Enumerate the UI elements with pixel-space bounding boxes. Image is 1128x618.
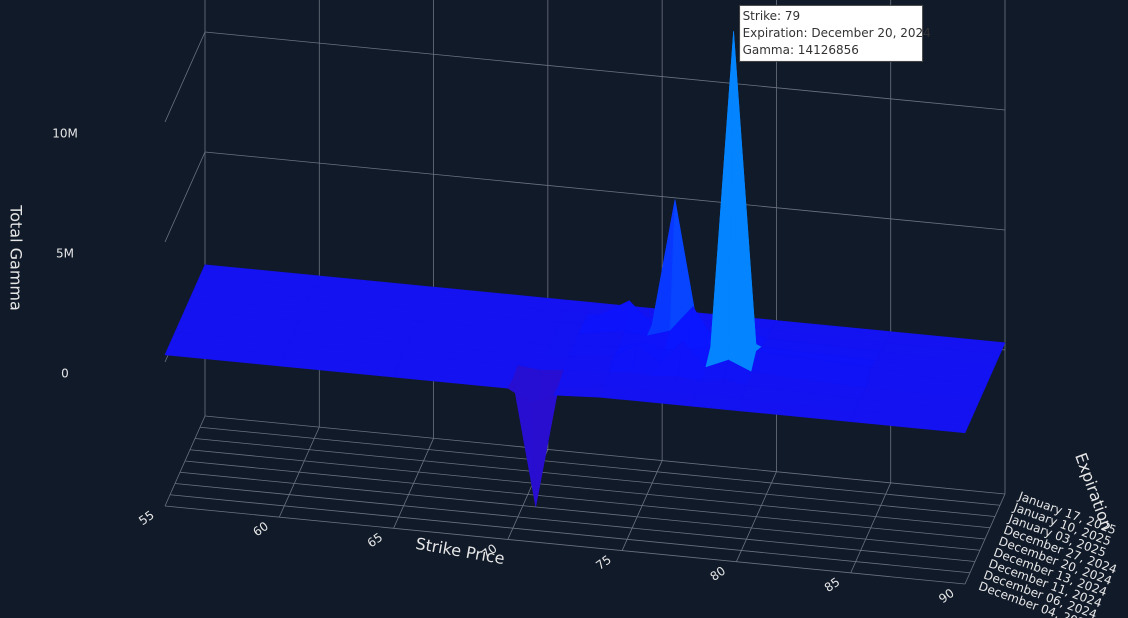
- hover-tooltip: Strike: 79 Expiration: December 20, 2024 G…: [739, 4, 931, 62]
- z-tick-label: 0: [61, 367, 69, 381]
- grid-line: [169, 494, 971, 574]
- grid-line: [204, 151, 1006, 231]
- z-tick-label: 5M: [56, 247, 74, 261]
- surface-patch: [563, 355, 615, 373]
- z-axis-title: Total Gamma: [7, 204, 26, 311]
- grid-line: [179, 471, 981, 551]
- grid-line: [174, 483, 976, 562]
- z-tick-label: 10M: [52, 127, 78, 141]
- surface-patch: [573, 330, 625, 348]
- tooltip-box: [739, 4, 924, 62]
- tooltip-line: Gamma: 14126856: [743, 43, 859, 57]
- grid-line: [184, 460, 986, 540]
- grid-line: [199, 426, 1001, 506]
- tooltip-line: Strike: 79: [743, 9, 801, 23]
- grid-line: [204, 415, 1006, 495]
- surface: [164, 31, 1006, 507]
- grid-line: [164, 31, 206, 123]
- grid-line: [189, 449, 991, 529]
- surface-patch: [558, 369, 610, 387]
- grid-line: [164, 505, 966, 585]
- grid-line: [164, 151, 206, 243]
- surface-patch: [568, 344, 620, 357]
- surface-patch: [553, 385, 605, 398]
- tooltip-line: Expiration: December 20, 2024: [743, 26, 931, 40]
- grid-line: [204, 31, 1006, 111]
- surface-patch: [850, 410, 971, 434]
- grid-line: [194, 438, 996, 517]
